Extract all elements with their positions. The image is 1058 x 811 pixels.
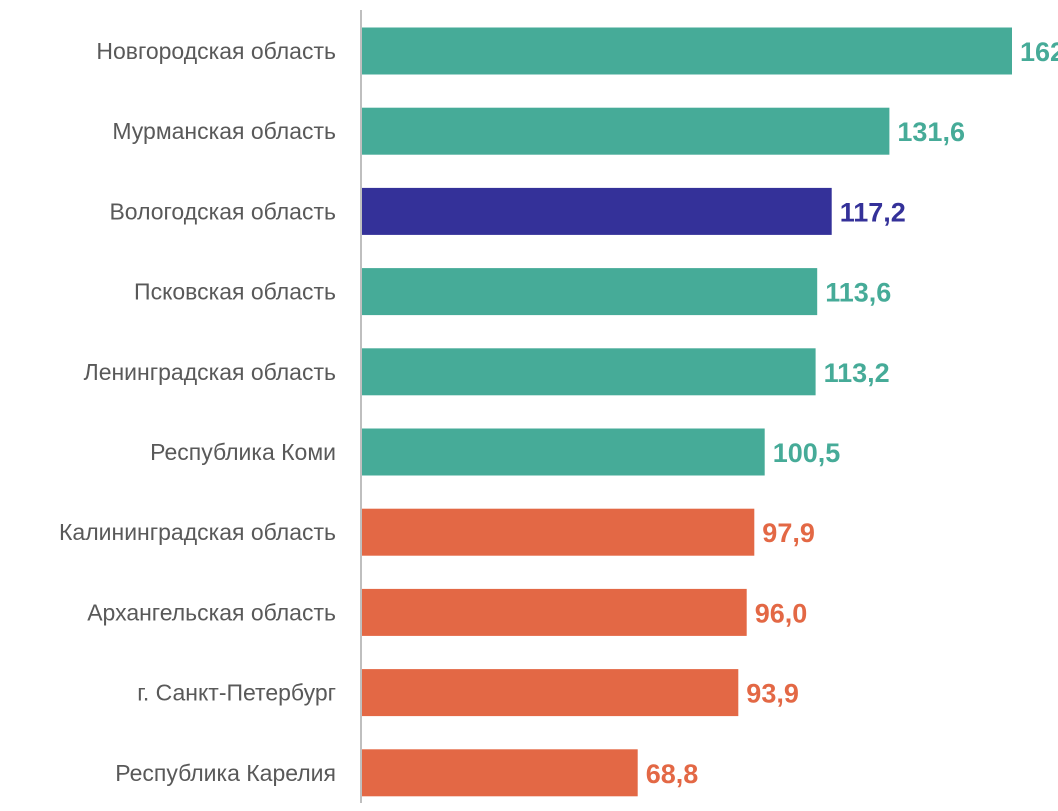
bar xyxy=(362,268,818,316)
category-label: Архангельская область xyxy=(87,599,336,625)
value-label: 93,9 xyxy=(746,679,799,709)
value-label: 68,8 xyxy=(646,759,699,789)
value-label: 117,2 xyxy=(840,197,906,227)
value-label: 113,2 xyxy=(824,358,890,388)
category-label: Псковская область xyxy=(134,279,336,305)
category-label: Республика Коми xyxy=(150,439,336,465)
category-label: Мурманская область xyxy=(112,118,336,144)
value-label: 162,2 xyxy=(1020,37,1058,67)
category-label: Калининградская область xyxy=(59,519,336,545)
bar xyxy=(362,27,1012,75)
bar xyxy=(362,348,816,396)
value-label: 100,5 xyxy=(773,438,841,468)
category-label: г. Санкт-Петербург xyxy=(137,680,336,706)
bar xyxy=(362,508,755,556)
value-label: 113,6 xyxy=(825,278,891,308)
bar xyxy=(362,749,638,797)
bar xyxy=(362,187,832,235)
value-label: 131,6 xyxy=(897,117,965,147)
bar xyxy=(362,428,765,476)
category-label: Республика Карелия xyxy=(115,760,336,786)
bar xyxy=(362,588,747,636)
bar xyxy=(362,669,739,717)
value-label: 97,9 xyxy=(762,518,815,548)
category-label: Ленинградская область xyxy=(84,359,336,385)
category-label: Вологодская область xyxy=(109,198,336,224)
value-label: 96,0 xyxy=(755,598,808,628)
bar xyxy=(362,107,890,155)
category-label: Новгородская область xyxy=(96,38,336,64)
